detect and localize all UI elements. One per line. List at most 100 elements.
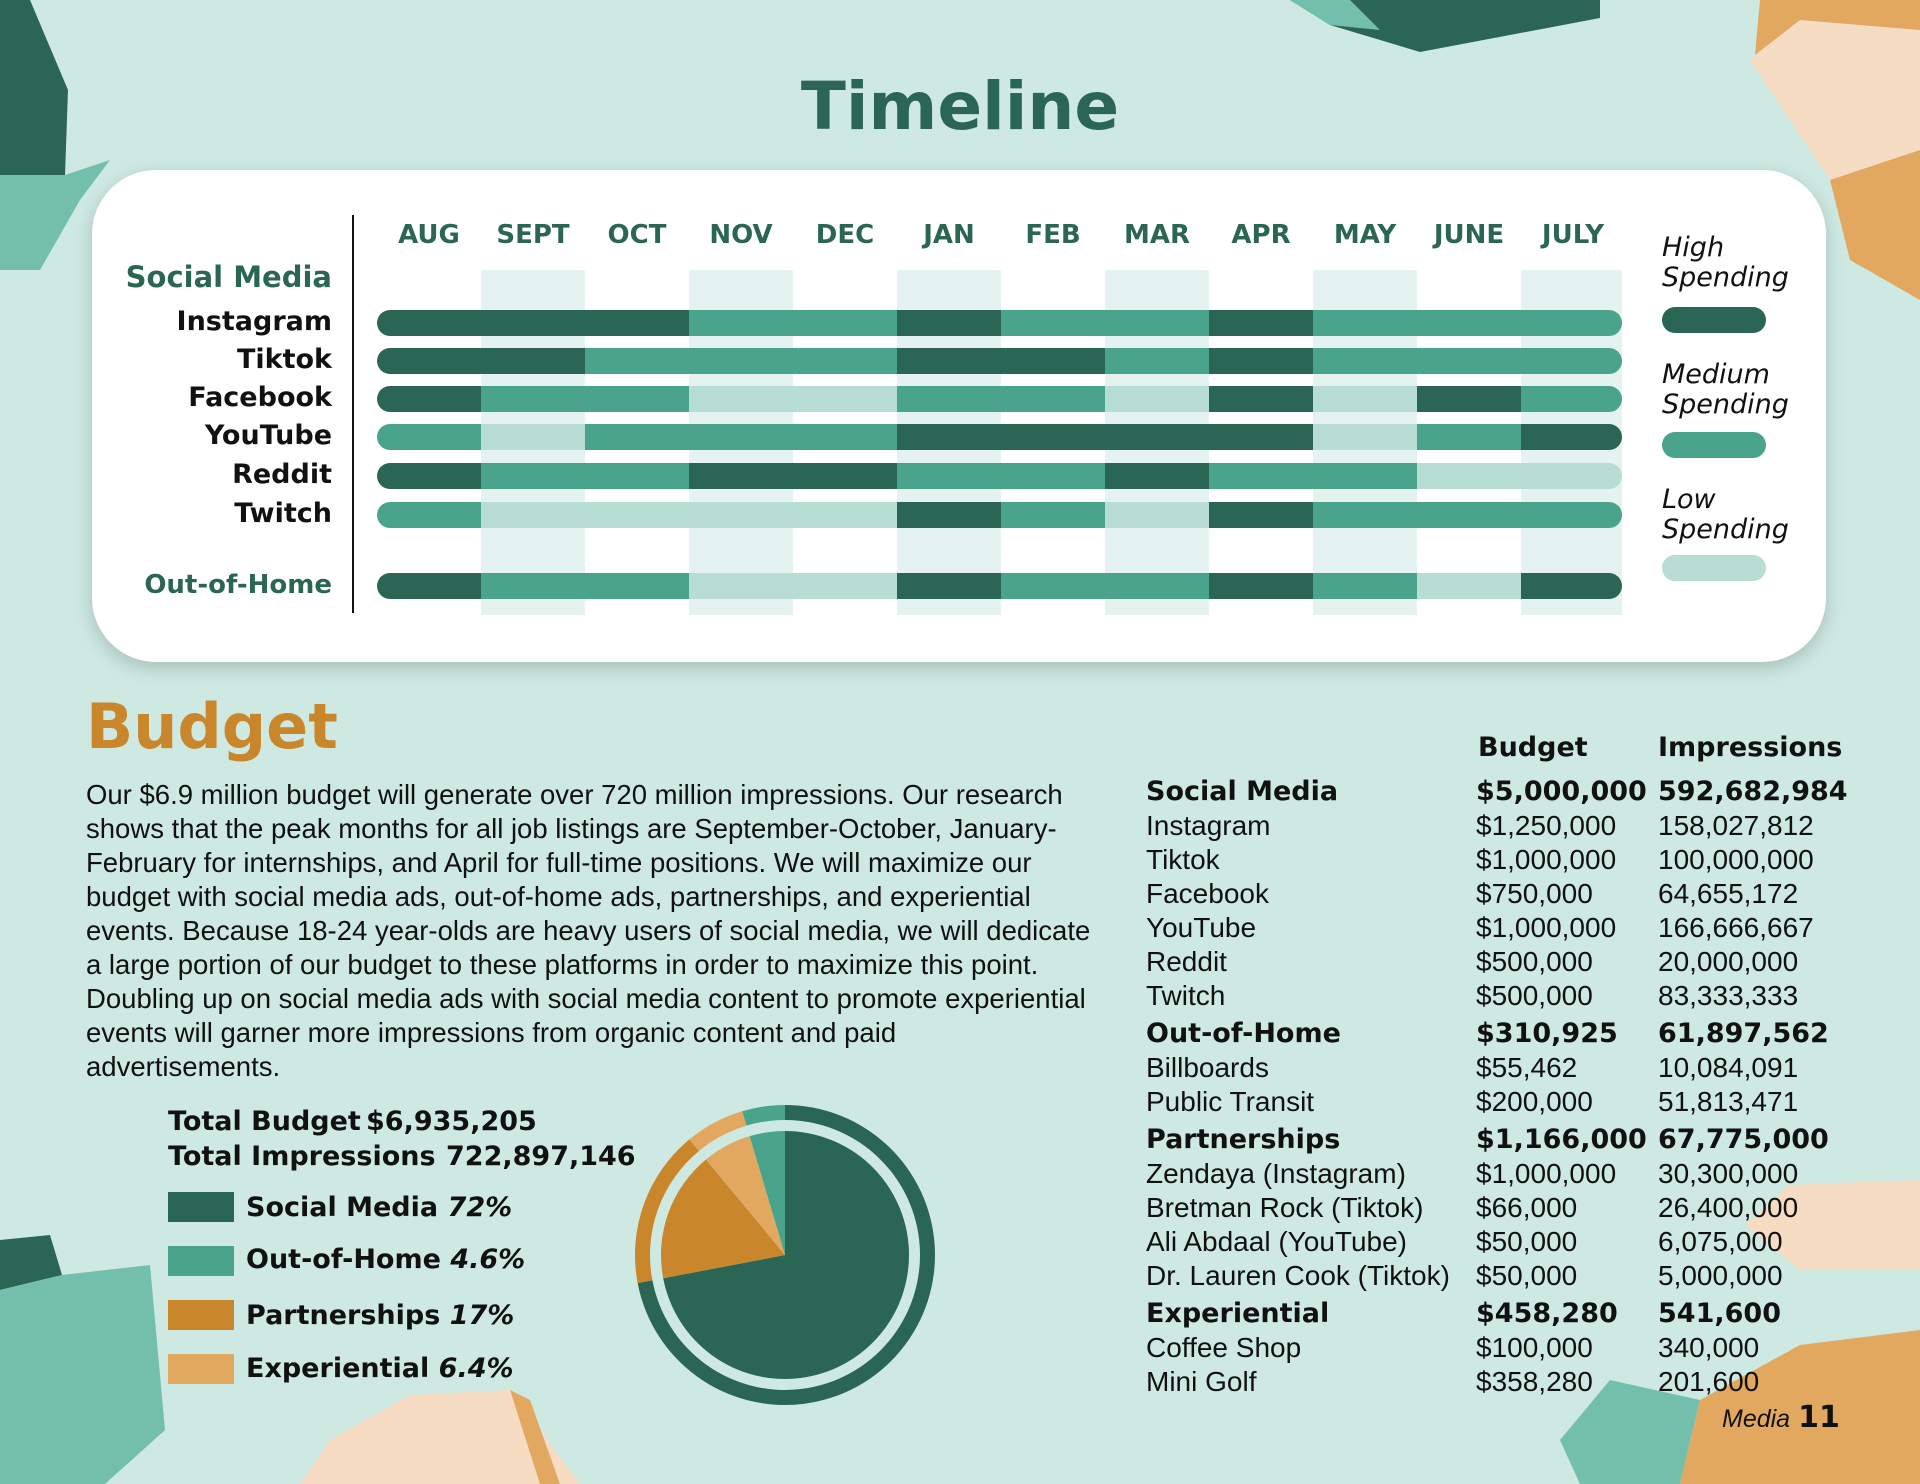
timeline-segment-medium	[377, 502, 481, 528]
legend-low-swatch	[1662, 555, 1766, 581]
timeline-segment-medium	[1521, 502, 1622, 528]
timeline-segment-medium	[1209, 463, 1313, 489]
table-cell-budget: $55,462	[1476, 1052, 1578, 1083]
table-cell-name: Tiktok	[1146, 844, 1220, 875]
table-cell-budget: $500,000	[1476, 946, 1593, 977]
timeline-segment-low	[689, 386, 793, 412]
timeline-segment-high	[793, 463, 897, 489]
timeline-bar	[377, 573, 1622, 599]
timeline-segment-low	[1313, 386, 1417, 412]
timeline-segment-medium	[585, 573, 689, 599]
timeline-segment-low	[1521, 463, 1622, 489]
column-header-budget: Budget	[1478, 732, 1588, 763]
pie-ring-segment	[635, 1139, 699, 1284]
timeline-segment-low	[1313, 424, 1417, 450]
month-label: MAR	[1123, 220, 1190, 250]
table-cell-budget: $310,925	[1476, 1018, 1618, 1049]
timeline-bar	[377, 502, 1622, 528]
timeline-segment-high	[377, 348, 481, 374]
table-cell-name: Bretman Rock (Tiktok)	[1146, 1192, 1424, 1223]
table-cell-name: Billboards	[1146, 1052, 1269, 1083]
timeline-segment-low	[793, 386, 897, 412]
timeline-segment-medium	[1313, 502, 1417, 528]
legend-low-label: Low Spending	[1662, 484, 1789, 545]
timeline-segment-medium	[793, 348, 897, 374]
budget-paragraph: Our $6.9 million budget will generate ov…	[86, 779, 1091, 1082]
timeline-segment-medium	[481, 386, 585, 412]
table-cell-impressions: 166,666,667	[1658, 912, 1814, 943]
timeline-segment-high	[1001, 348, 1105, 374]
timeline-segment-high	[1209, 386, 1313, 412]
month-label: NOV	[709, 220, 773, 250]
timeline-segment-low	[1417, 573, 1521, 599]
legend-swatch-experiential	[168, 1354, 234, 1384]
pie-slice	[749, 1131, 785, 1255]
table-cell-budget: $5,000,000	[1476, 776, 1647, 807]
table-cell-impressions: 64,655,172	[1658, 878, 1799, 909]
timeline-segment-medium	[1521, 386, 1622, 412]
timeline-segment-medium	[1521, 348, 1622, 374]
month-label: JUNE	[1433, 220, 1505, 250]
table-cell-name: Mini Golf	[1146, 1366, 1257, 1397]
timeline-segment-medium	[897, 386, 1001, 412]
timeline-segment-high	[897, 573, 1001, 599]
table-cell-budget: $500,000	[1476, 980, 1593, 1011]
timeline-segment-medium	[1417, 424, 1521, 450]
timeline-segment-low	[481, 502, 585, 528]
timeline-segment-medium	[1001, 502, 1105, 528]
table-cell-budget: $458,280	[1476, 1298, 1618, 1329]
table-cell-impressions: 340,000	[1658, 1332, 1760, 1363]
table-cell-budget: $50,000	[1476, 1260, 1578, 1291]
timeline-segment-high	[377, 310, 481, 336]
table-cell-impressions: 5,000,000	[1658, 1260, 1783, 1291]
timeline-segment-medium	[1417, 310, 1521, 336]
timeline-segment-high	[1521, 573, 1622, 599]
timeline-row-label: Instagram	[176, 306, 332, 337]
table-cell-name: Facebook	[1146, 878, 1269, 909]
pie-slice	[705, 1136, 785, 1255]
timeline-bar	[377, 386, 1622, 412]
timeline-segment-high	[689, 463, 793, 489]
timeline-segment-high	[1521, 424, 1622, 450]
timeline-row-label: Reddit	[232, 459, 332, 490]
table-cell-budget: $50,000	[1476, 1226, 1578, 1257]
timeline-segment-medium	[585, 386, 689, 412]
month-label: AUG	[398, 220, 460, 250]
timeline-segment-medium	[1105, 310, 1209, 336]
legend-medium-swatch	[1662, 432, 1766, 458]
table-cell-budget: $200,000	[1476, 1086, 1593, 1117]
timeline-segment-medium	[585, 348, 689, 374]
timeline-segment-high	[897, 502, 1001, 528]
timeline-segment-low	[1105, 386, 1209, 412]
timeline-segment-low	[481, 424, 585, 450]
timeline-segment-medium	[585, 463, 689, 489]
timeline-bar	[377, 463, 1622, 489]
footer-section: Media	[1722, 1405, 1791, 1433]
table-cell-impressions: 592,682,984	[1658, 776, 1848, 807]
pie-ring-segment	[689, 1111, 747, 1151]
table-cell-budget: $750,000	[1476, 878, 1593, 909]
table-cell-name: Twitch	[1146, 980, 1226, 1011]
timeline-segment-medium	[1417, 502, 1521, 528]
table-cell-impressions: 158,027,812	[1658, 810, 1814, 841]
timeline-segment-medium	[1105, 573, 1209, 599]
legend-item-social-media: Social Media 72%	[246, 1192, 513, 1223]
total-budget-label: Total Budget	[168, 1106, 361, 1137]
table-cell-impressions: 83,333,333	[1658, 980, 1799, 1011]
timeline-segment-low	[793, 502, 897, 528]
timeline-segment-medium	[1417, 348, 1521, 374]
timeline-segment-high	[1209, 348, 1313, 374]
timeline-segment-medium	[1001, 573, 1105, 599]
timeline-segment-medium	[689, 310, 793, 336]
timeline-segment-high	[481, 310, 585, 336]
timeline-segment-high	[1209, 573, 1313, 599]
table-cell-impressions: 100,000,000	[1658, 844, 1814, 875]
timeline-row-label: YouTube	[204, 420, 332, 451]
timeline-segment-low	[793, 573, 897, 599]
timeline-bar	[377, 348, 1622, 374]
month-label: DEC	[815, 220, 875, 250]
timeline-segment-medium	[1313, 310, 1417, 336]
pie-slice	[663, 1131, 909, 1379]
timeline-title: Timeline	[800, 68, 1120, 145]
